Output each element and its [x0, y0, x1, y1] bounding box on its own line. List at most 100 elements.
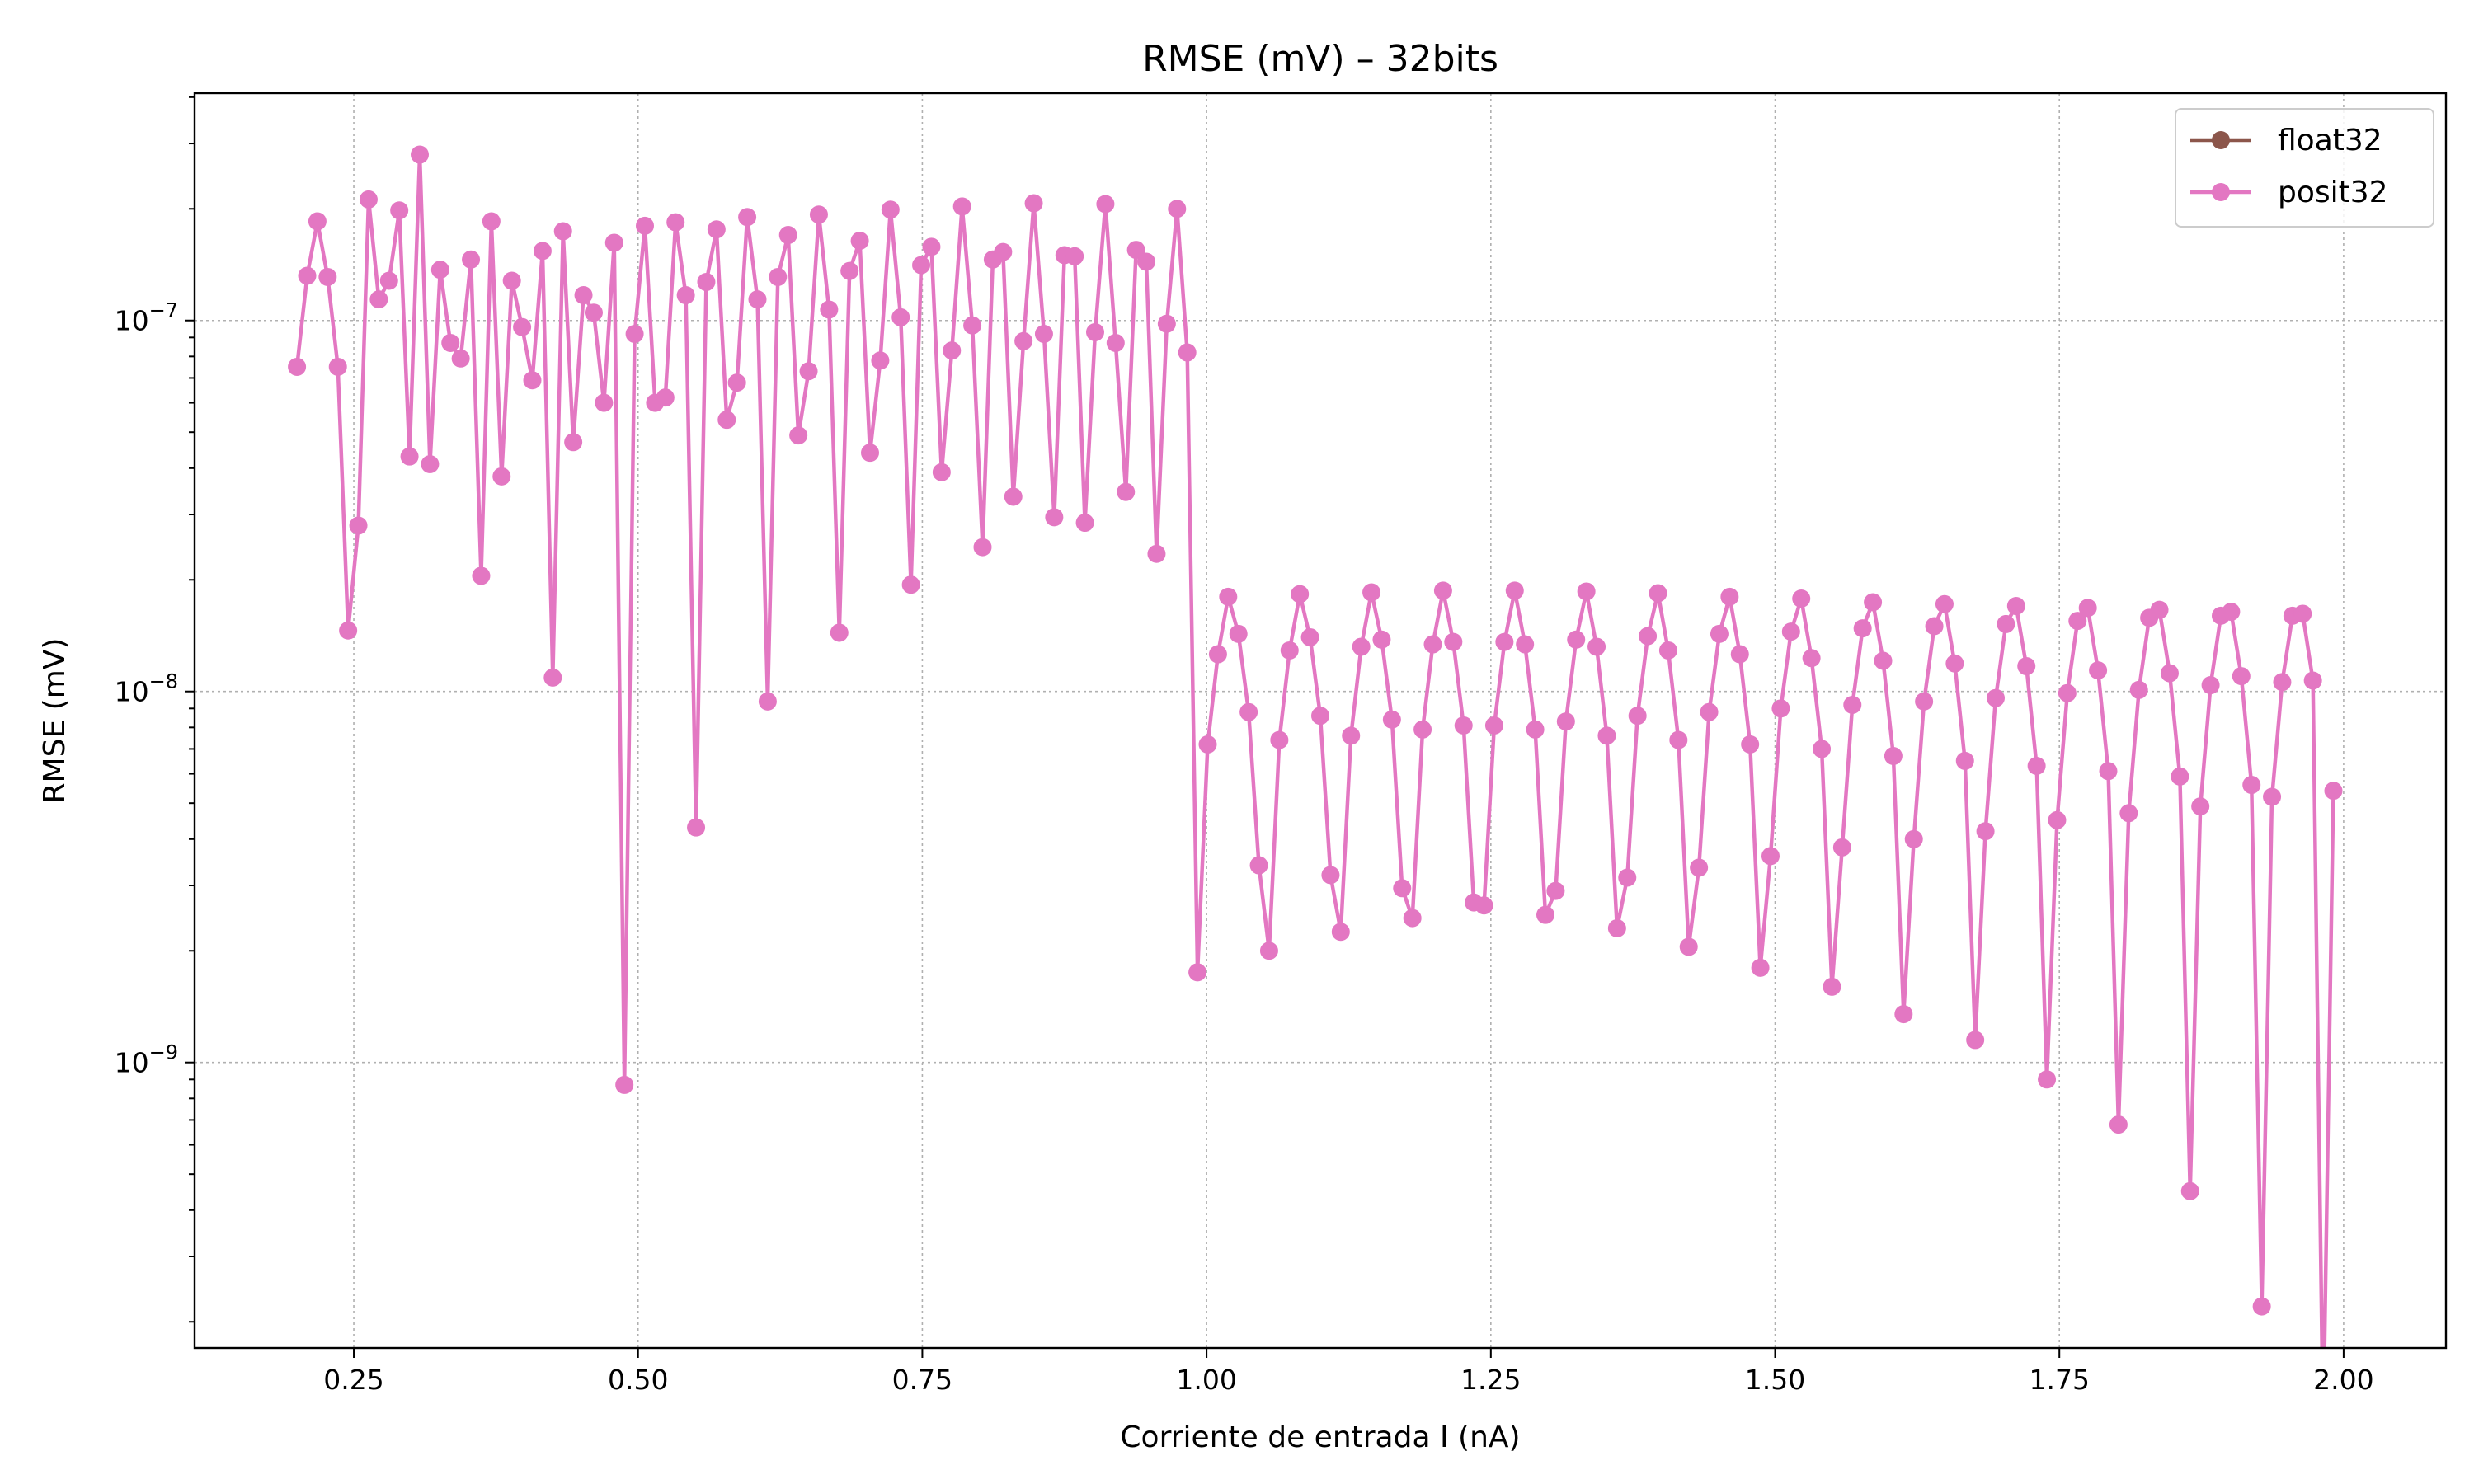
data-point-posit32	[1157, 314, 1176, 333]
series-layer	[288, 145, 2343, 1348]
data-point-posit32	[1935, 594, 1954, 613]
data-point-posit32	[748, 290, 767, 309]
data-point-posit32	[1832, 838, 1851, 857]
data-point-posit32	[1219, 587, 1238, 606]
data-point-posit32	[1505, 581, 1524, 600]
data-point-posit32	[687, 818, 706, 837]
data-point-posit32	[901, 575, 920, 594]
data-point-posit32	[625, 325, 644, 344]
data-point-posit32	[2150, 600, 2169, 619]
data-point-posit32	[1751, 958, 1770, 977]
data-point-posit32	[400, 447, 419, 466]
data-point-posit32	[1433, 581, 1452, 600]
data-point-posit32	[1065, 247, 1084, 265]
data-point-posit32	[1710, 624, 1729, 643]
data-point-posit32	[1864, 593, 1883, 612]
data-point-posit32	[1577, 582, 1596, 601]
data-point-posit32	[727, 373, 746, 392]
data-point-posit32	[2109, 1115, 2128, 1134]
data-point-posit32	[2324, 782, 2343, 801]
data-point-posit32	[1761, 847, 1780, 866]
data-point-posit32	[912, 256, 931, 275]
data-point-posit32	[973, 538, 992, 556]
data-point-posit32	[1280, 641, 1299, 660]
legend-label-posit32: posit32	[2278, 176, 2388, 209]
data-point-posit32	[943, 341, 962, 360]
data-point-posit32	[2201, 676, 2220, 695]
data-point-posit32	[1270, 730, 1289, 749]
data-point-posit32	[1372, 630, 1391, 649]
data-point-posit32	[809, 205, 828, 224]
data-point-posit32	[379, 271, 398, 290]
data-point-posit32	[922, 237, 941, 256]
data-point-posit32	[472, 566, 491, 585]
data-point-posit32	[308, 212, 327, 231]
data-point-posit32	[574, 286, 593, 305]
chart-title: RMSE (mV) – 32bits	[1142, 38, 1498, 80]
axis-ticks: 0.25 0.50 0.75 1.00 1.25 1.50 1.75 2.00 10−9 10−8…	[115, 96, 2374, 1396]
data-point-posit32	[1802, 649, 1821, 668]
x-tick-label: 1.00	[1176, 1364, 1236, 1396]
data-point-posit32	[1024, 194, 1043, 213]
data-point-posit32	[1823, 977, 1841, 996]
data-point-posit32	[1976, 822, 1995, 841]
data-point-posit32	[2191, 797, 2210, 816]
data-point-posit32	[1556, 712, 1575, 731]
data-point-posit32	[564, 433, 583, 452]
data-point-posit32	[2222, 603, 2241, 622]
data-point-posit32	[1454, 716, 1473, 735]
data-point-posit32	[451, 349, 470, 368]
data-point-posit32	[2180, 1181, 2199, 1200]
data-point-posit32	[390, 201, 409, 220]
x-tick-label: 0.25	[323, 1364, 383, 1396]
data-point-posit32	[1607, 918, 1626, 937]
data-point-posit32	[1997, 614, 2015, 633]
data-point-posit32	[871, 351, 890, 370]
data-point-posit32	[1014, 331, 1033, 350]
data-point-posit32	[349, 516, 368, 535]
x-tick-label: 1.75	[2029, 1364, 2089, 1396]
data-point-posit32	[441, 333, 460, 352]
data-point-posit32	[707, 220, 726, 239]
data-point-posit32	[1362, 583, 1381, 602]
data-point-posit32	[1516, 635, 1535, 654]
data-point-posit32	[676, 286, 695, 305]
data-point-posit32	[604, 233, 623, 252]
data-point-posit32	[1567, 630, 1586, 649]
data-point-posit32	[369, 290, 388, 309]
data-point-posit32	[952, 197, 971, 216]
y-tick-label: 10−8	[115, 670, 178, 708]
data-point-posit32	[1321, 866, 1340, 885]
series-line-posit32	[294, 153, 2335, 1348]
data-point-posit32	[543, 668, 562, 687]
data-point-posit32	[298, 266, 317, 285]
legend: float32 posit32	[2175, 108, 2434, 228]
data-point-posit32	[1669, 730, 1688, 749]
data-point-posit32	[1198, 735, 1217, 754]
data-point-posit32	[738, 208, 757, 227]
data-point-posit32	[717, 411, 736, 430]
plot-frame	[193, 92, 2448, 1350]
data-point-posit32	[523, 371, 542, 390]
data-point-posit32	[1884, 746, 1903, 765]
data-point-posit32	[891, 308, 910, 326]
data-point-posit32	[492, 467, 511, 486]
data-point-posit32	[2027, 757, 2046, 776]
data-point-posit32	[1966, 1031, 1985, 1050]
data-point-posit32	[411, 145, 429, 164]
data-point-posit32	[963, 316, 982, 335]
data-point-posit32	[288, 357, 307, 376]
data-point-posit32	[1546, 881, 1565, 900]
data-point-posit32	[789, 426, 808, 445]
data-point-posit32	[1178, 343, 1197, 362]
data-point-posit32	[595, 393, 614, 412]
y-tick-label: 10−7	[115, 299, 178, 337]
data-point-posit32	[2160, 664, 2179, 683]
data-point-posit32	[1495, 632, 1514, 651]
data-point-posit32	[1853, 619, 1872, 638]
data-point-posit32	[1403, 909, 1422, 928]
data-point-posit32	[462, 250, 481, 269]
data-point-posit32	[339, 621, 358, 640]
data-point-posit32	[2068, 612, 2087, 631]
